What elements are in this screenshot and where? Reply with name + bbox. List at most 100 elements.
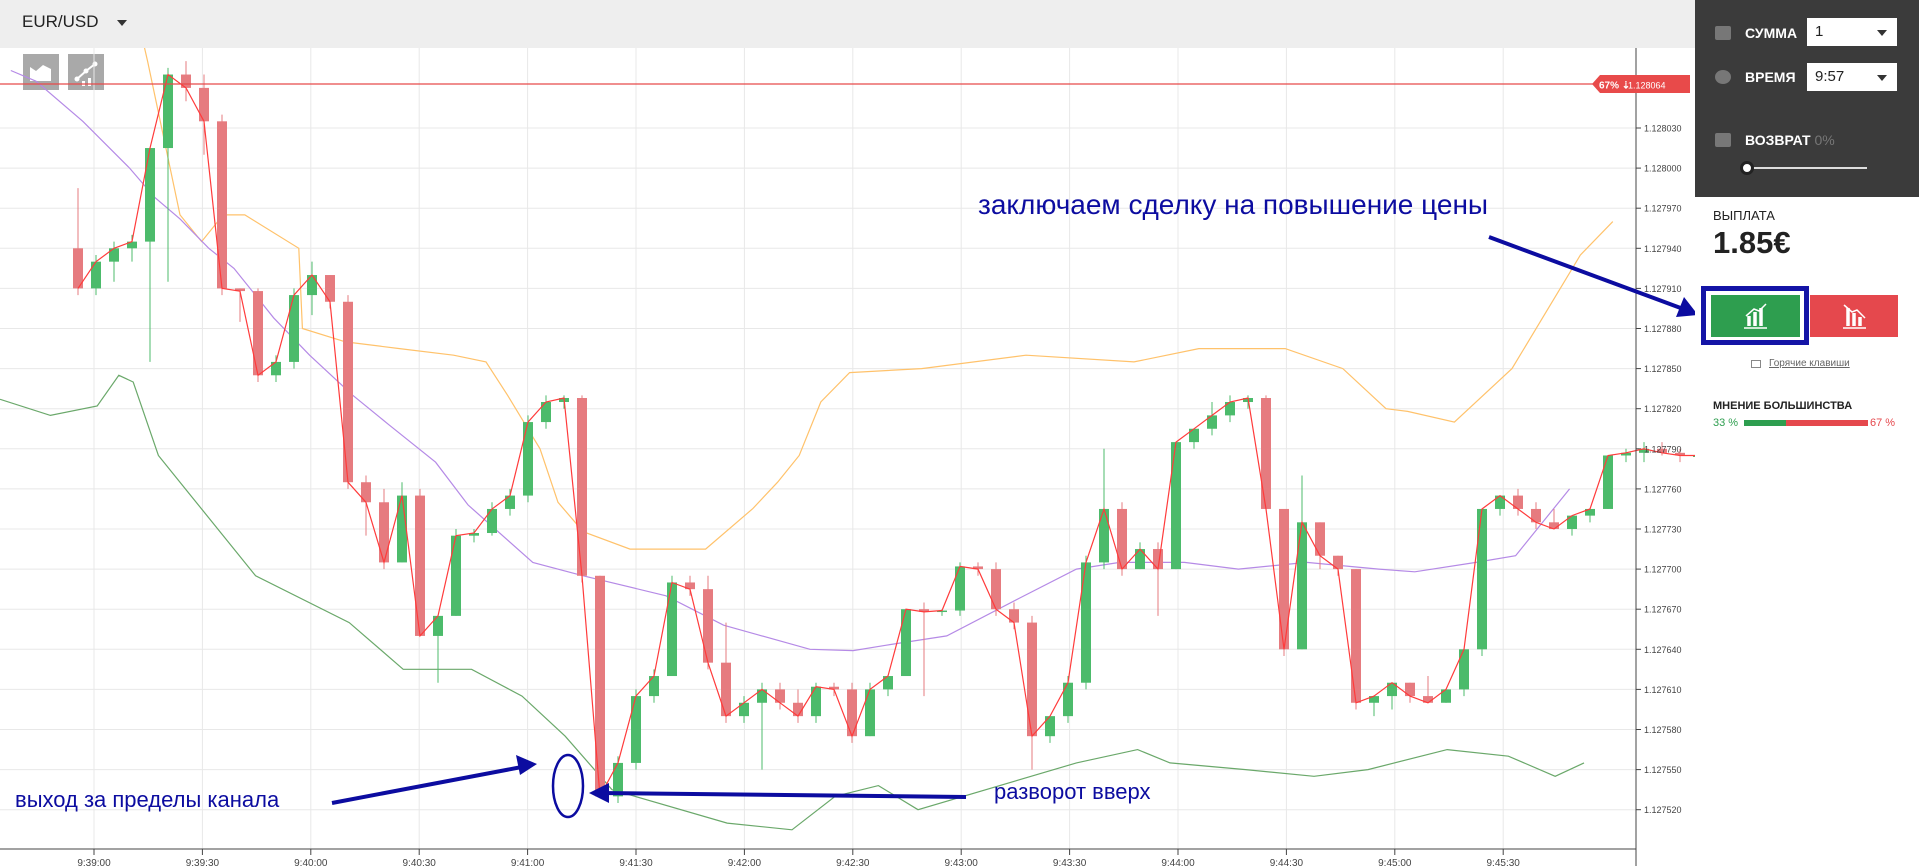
candle-body — [1567, 515, 1577, 529]
candle-down — [1153, 542, 1163, 616]
candle-body — [505, 495, 515, 509]
candle-body — [253, 291, 263, 376]
candle-up — [1081, 555, 1091, 690]
candle-body — [1207, 415, 1217, 429]
price-chart[interactable]: 1.128030 1.128000 1.127970 1.127940 1.127910… — [0, 48, 1695, 866]
candle-down — [1549, 508, 1559, 529]
candle-down — [1279, 508, 1289, 656]
candle-up — [1603, 455, 1613, 509]
candle-body — [613, 762, 623, 797]
keyboard-icon — [1751, 360, 1761, 368]
y-tick-label: 1.127670 — [1644, 605, 1682, 615]
candle-body — [1441, 689, 1451, 703]
candle-up — [487, 502, 497, 536]
candle-down — [1027, 615, 1037, 770]
return-slider-track[interactable] — [1745, 167, 1867, 169]
candle-body — [1009, 609, 1019, 623]
candle-up — [1441, 689, 1451, 703]
candle-body — [1459, 649, 1469, 690]
candle-down — [595, 575, 605, 797]
chevron-down-icon — [1877, 75, 1887, 81]
chevron-down-icon[interactable] — [117, 20, 127, 26]
candle-up — [1243, 395, 1253, 409]
candle-body — [469, 533, 479, 536]
candle-body — [1135, 549, 1145, 570]
candle-body — [451, 535, 461, 616]
candle-up — [271, 355, 281, 382]
candle-body — [1279, 508, 1289, 650]
candle-down — [991, 562, 1001, 616]
candle-body — [919, 609, 929, 612]
annotation-out-of-channel: выход за пределы канала — [15, 787, 280, 812]
y-tick-label: 1.127700 — [1644, 565, 1682, 575]
annotation-up-trade: заключаем сделку на повышение цены — [978, 189, 1489, 220]
candle-up — [901, 609, 911, 677]
candle-body — [1369, 696, 1379, 703]
x-tick-label: 9:40:30 — [403, 858, 437, 866]
x-tick-label: 9:42:00 — [728, 858, 762, 866]
candle-body — [811, 686, 821, 717]
amount-select[interactable]: 1 — [1807, 18, 1897, 46]
candle-body — [973, 566, 983, 570]
candle-down — [253, 288, 263, 382]
candle-body — [325, 275, 335, 302]
candle-up — [541, 395, 551, 429]
candle-body — [487, 508, 497, 534]
candle-up — [757, 682, 767, 770]
candle-body — [1189, 428, 1199, 443]
sell-down-button[interactable] — [1810, 295, 1898, 337]
x-tick-label: 9:45:00 — [1378, 858, 1412, 866]
candle-body — [1171, 442, 1181, 570]
candle-down — [73, 188, 83, 296]
y-tick-label: 1.127820 — [1644, 404, 1682, 414]
return-slider-knob[interactable] — [1740, 161, 1754, 175]
candle-body — [145, 148, 155, 242]
candle-up — [145, 148, 155, 362]
chart-up-icon — [1744, 303, 1767, 329]
candle-body — [523, 422, 533, 496]
current-price-indicator: 67% ⇣ 1.128064 — [0, 75, 1690, 93]
candle-up — [1585, 508, 1595, 523]
candle-body — [181, 74, 191, 88]
candle-up — [1297, 475, 1307, 650]
y-tick-label: 1.127910 — [1644, 284, 1682, 294]
coins-icon — [1715, 26, 1731, 40]
y-tick-label: 1.128000 — [1644, 164, 1682, 174]
return-label: ВОЗВРАТ 0% — [1745, 132, 1835, 148]
buy-up-button[interactable] — [1711, 295, 1800, 337]
y-tick-label: 1.127550 — [1644, 765, 1682, 775]
candle-body — [1081, 562, 1091, 683]
amount-label: СУММА — [1745, 25, 1798, 41]
candle-up — [1495, 495, 1505, 516]
y-tick-label: 1.127790 — [1644, 444, 1682, 454]
candle-down — [1261, 395, 1271, 509]
chart-down-icon — [1843, 304, 1866, 329]
x-tick-label: 9:39:30 — [186, 858, 220, 866]
candle-down — [1423, 676, 1433, 703]
candle-body — [649, 676, 659, 697]
candle-body — [1387, 682, 1397, 697]
candle-body — [1531, 508, 1541, 523]
candle-down — [181, 61, 191, 102]
candle-up — [1693, 455, 1695, 457]
candle-body — [271, 361, 281, 376]
candle-up — [1225, 395, 1235, 423]
payout-value: 1.85€ — [1713, 225, 1791, 260]
hotkeys-link[interactable]: Горячие клавиши — [1769, 358, 1850, 369]
x-tick-label: 9:44:00 — [1161, 858, 1195, 866]
candle-body — [1333, 555, 1343, 570]
x-tick-label: 9:43:30 — [1053, 858, 1087, 866]
y-tick-label: 1.128030 — [1644, 124, 1682, 134]
time-select[interactable]: 9:57 — [1807, 63, 1897, 91]
candle-body — [667, 582, 677, 677]
candle-down — [793, 689, 803, 723]
candle-body — [883, 676, 893, 690]
candle-body — [1225, 402, 1235, 416]
x-tick-label: 9:40:00 — [294, 858, 328, 866]
pair-selector[interactable]: EUR/USD — [22, 12, 99, 31]
candle-body — [1549, 522, 1559, 529]
reversal-highlight — [551, 753, 585, 819]
candle-body — [541, 402, 551, 423]
candle-up — [1135, 542, 1145, 570]
candle-body — [397, 495, 407, 563]
